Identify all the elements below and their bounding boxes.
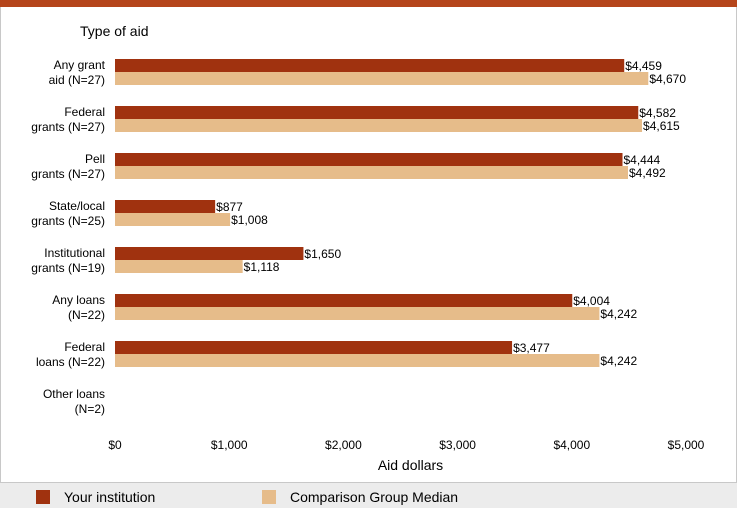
- bar-institution: [115, 153, 623, 166]
- legend-label-institution: Your institution: [64, 489, 156, 505]
- category-label: Pell grants (N=27): [31, 152, 105, 181]
- bar-comparison: [115, 354, 600, 367]
- bar-comparison: [115, 119, 643, 132]
- plot-area: [0, 7, 737, 482]
- data-label-institution: $1,650: [304, 247, 341, 261]
- bar-institution: [115, 106, 639, 119]
- category-label: Federal loans (N=22): [36, 340, 105, 369]
- data-label-comparison: $4,492: [629, 166, 666, 180]
- bar-institution: [115, 59, 625, 72]
- x-axis-title: Aid dollars: [378, 457, 443, 473]
- category-label: Institutional grants (N=19): [31, 246, 105, 275]
- x-tick-label: $0: [108, 438, 122, 452]
- category-label: Any loans (N=22): [52, 293, 105, 322]
- data-label-institution: $4,459: [625, 59, 662, 73]
- data-label-institution: $3,477: [513, 341, 550, 355]
- data-label-institution: $4,582: [639, 106, 676, 120]
- bar-institution: [115, 294, 573, 307]
- category-label: State/local grants (N=25): [31, 199, 105, 228]
- legend-swatch-comparison: [262, 490, 276, 504]
- data-label-institution: $4,444: [624, 153, 661, 167]
- bar-comparison: [115, 72, 649, 85]
- bar-comparison: [115, 166, 628, 179]
- x-tick-label: $1,000: [211, 438, 248, 452]
- bar-institution: [115, 247, 304, 260]
- data-label-comparison: $4,615: [643, 119, 680, 133]
- data-label-institution: $877: [216, 200, 243, 214]
- legend: Your institution Comparison Group Median: [0, 482, 737, 508]
- bar-comparison: [115, 213, 231, 226]
- bar-institution: [115, 341, 513, 354]
- data-label-comparison: $1,008: [231, 213, 268, 227]
- legend-item-comparison: Comparison Group Median: [262, 489, 458, 505]
- category-label: Other loans (N=2): [43, 387, 105, 416]
- x-tick-label: $5,000: [668, 438, 705, 452]
- header-accent-bar: [0, 0, 737, 7]
- category-label: Federal grants (N=27): [31, 105, 105, 134]
- data-label-comparison: $4,242: [600, 354, 637, 368]
- x-tick-label: $3,000: [439, 438, 476, 452]
- bar-comparison: [115, 307, 600, 320]
- x-tick-label: $2,000: [325, 438, 362, 452]
- y-axis-title: Type of aid: [80, 23, 149, 39]
- bar-institution: [115, 200, 216, 213]
- data-label-institution: $4,004: [573, 294, 610, 308]
- category-label: Any grant aid (N=27): [49, 58, 106, 87]
- bar-comparison: [115, 260, 243, 273]
- x-tick-label: $4,000: [553, 438, 590, 452]
- data-label-comparison: $4,242: [600, 307, 637, 321]
- data-label-comparison: $4,670: [649, 72, 686, 86]
- legend-label-comparison: Comparison Group Median: [290, 489, 459, 505]
- data-label-comparison: $1,118: [244, 260, 280, 274]
- legend-item-institution: Your institution: [36, 489, 155, 505]
- legend-swatch-institution: [36, 490, 50, 504]
